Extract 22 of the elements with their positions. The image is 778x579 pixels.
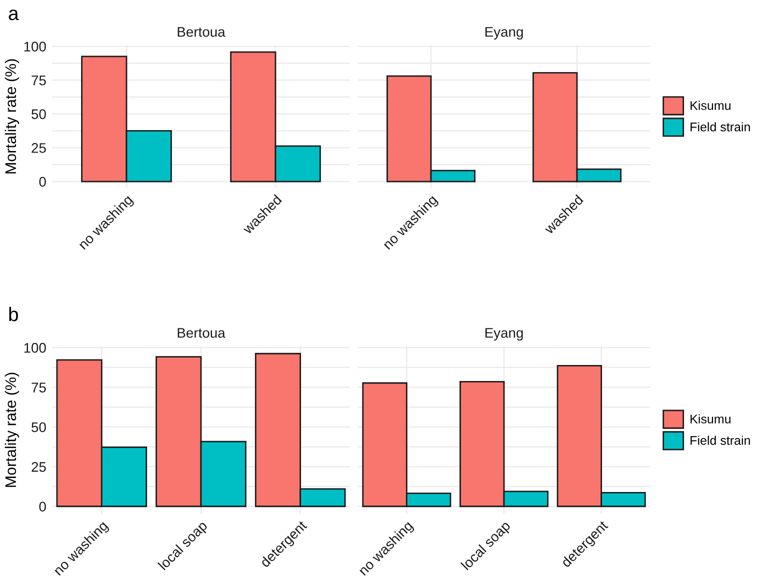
y-axis-title: Mortality rate (%) [4,372,20,487]
y-tick-label: 100 [24,42,46,52]
legend-label: Field strain [690,122,750,132]
y-tick-label: 25 [32,462,46,472]
y-tick-label: 50 [32,109,46,120]
text: a [8,10,19,20]
y-axis-title: Mortality rate (%) [4,59,20,174]
y-tick-label: 0 [39,502,46,512]
y-tick-label: 50 [32,422,46,432]
text: b [9,306,18,322]
chart-title: Eyang [485,27,523,40]
y-tick-label: 75 [32,382,46,392]
y-tick-label: 75 [32,76,46,86]
y-tick-label: 0 [39,176,46,187]
y-tick-label: 25 [32,143,46,153]
chart-title: Bertoua [178,328,226,338]
legend-label: Kisumu [690,100,730,110]
legend-label: Kisumu [690,414,730,424]
chart-title: Eyang [485,328,523,341]
chart-title: Bertoua [178,27,226,37]
legend-label: Field strain [690,436,750,445]
y-tick-label: 100 [24,342,46,353]
